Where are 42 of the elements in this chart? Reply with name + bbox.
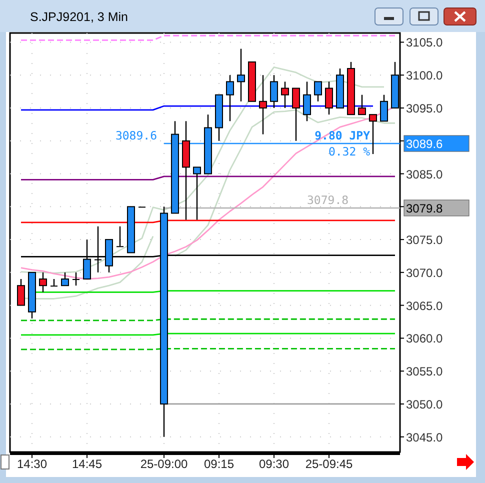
y-tick-label: 3060.0 xyxy=(406,332,444,346)
y-tick-label: 3075.0 xyxy=(406,233,444,248)
chart-title: S.JPJ9201, 3 Min xyxy=(30,10,128,24)
candlestick xyxy=(314,81,322,102)
candlestick xyxy=(193,166,201,220)
candlestick xyxy=(325,81,333,116)
y-tick-label: 3045.0 xyxy=(406,430,444,444)
x-tick-label: 25-09:00 xyxy=(140,457,188,471)
candlestick xyxy=(116,226,124,248)
y-tick-label: 3100.0 xyxy=(406,68,444,83)
ref-line-label: 3079.8 xyxy=(307,192,349,207)
candlestick xyxy=(61,272,69,286)
text: 3079.8 xyxy=(406,201,443,216)
candlestick xyxy=(17,278,25,306)
candlestick xyxy=(72,272,80,286)
candlestick xyxy=(380,94,388,122)
y-tick-label: 3050.0 xyxy=(406,397,444,412)
y-tick-label: 3065.0 xyxy=(406,298,444,313)
candlestick xyxy=(226,74,234,122)
candlestick xyxy=(270,74,278,109)
y-tick-label: 3095.0 xyxy=(406,101,444,116)
annotation: 9.80 JPY xyxy=(314,128,370,143)
y-tick-label: 3070.0 xyxy=(406,266,444,280)
y-tick-label: 3055.0 xyxy=(406,364,444,379)
candlestick xyxy=(369,114,377,155)
x-tick-label: 25-09:45 xyxy=(305,457,354,471)
candlestick xyxy=(39,272,47,293)
text: 3089.6 xyxy=(115,128,157,143)
candlestick xyxy=(292,88,300,142)
x-tick-label: 09:30 xyxy=(258,457,290,471)
y-tick-label: 3105.0 xyxy=(406,36,444,50)
x-tick-label: 09:15 xyxy=(204,457,234,471)
y-tick-label: 3085.0 xyxy=(406,167,444,182)
x-tick-label: 14:45 xyxy=(72,457,102,471)
ref-line-label: 3089.6 xyxy=(406,137,444,152)
candlestick xyxy=(303,81,311,122)
x-tick-label: 14:30 xyxy=(16,457,48,471)
candlestick xyxy=(281,81,289,109)
annotation: 0.32 % xyxy=(328,144,370,159)
candlestick xyxy=(259,74,267,135)
candlestick xyxy=(358,94,366,116)
candlestick xyxy=(237,48,245,102)
